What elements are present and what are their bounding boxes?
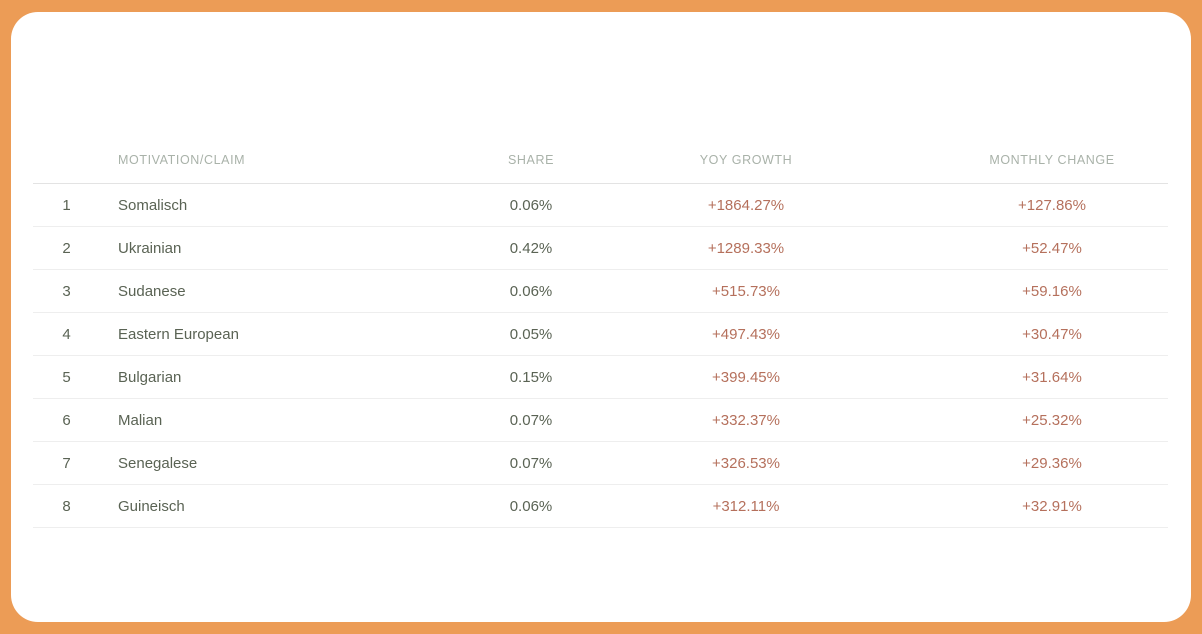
name-cell: Bulgarian	[118, 368, 182, 386]
monthly-change-cell: +30.47%	[1022, 325, 1082, 343]
table-row: 1 Somalisch 0.06% +1864.27% +127.86%	[33, 184, 1168, 227]
name-cell: Senegalese	[118, 454, 198, 472]
name-cell: Ukrainian	[118, 239, 182, 257]
rank-cell: 3	[62, 282, 71, 300]
monthly-change-cell: +32.91%	[1022, 497, 1082, 515]
name-cell: Eastern European	[118, 325, 239, 343]
yoy-growth-cell: +1289.33%	[707, 239, 785, 257]
header-yoy-growth: YOY GROWTH	[699, 153, 793, 167]
rank-cell: 4	[62, 325, 71, 343]
name-cell: Somalisch	[118, 196, 188, 214]
yoy-growth-cell: +332.37%	[712, 411, 780, 429]
share-cell: 0.42%	[509, 239, 553, 257]
share-cell: 0.15%	[509, 368, 553, 386]
header-motivation-claim: MOTIVATION/CLAIM	[118, 153, 246, 167]
name-cell: Guineisch	[118, 497, 185, 515]
name-cell: Sudanese	[118, 282, 186, 300]
monthly-change-cell: +127.86%	[1018, 196, 1086, 214]
header-share: SHARE	[507, 153, 555, 167]
share-cell: 0.06%	[509, 497, 553, 515]
rank-cell: 5	[62, 368, 71, 386]
table-header-row: MOTIVATION/CLAIM SHARE YOY GROWTH MONTHL…	[33, 137, 1168, 184]
rank-cell: 6	[62, 411, 71, 429]
rank-cell: 1	[62, 196, 71, 214]
rank-cell: 8	[62, 497, 71, 515]
monthly-change-cell: +29.36%	[1022, 454, 1082, 472]
table-row: 6 Malian 0.07% +332.37% +25.32%	[33, 399, 1168, 442]
share-cell: 0.05%	[509, 325, 553, 343]
share-cell: 0.06%	[509, 282, 553, 300]
share-cell: 0.07%	[509, 411, 553, 429]
name-cell: Malian	[118, 411, 163, 429]
yoy-growth-cell: +399.45%	[712, 368, 780, 386]
rank-cell: 2	[62, 239, 71, 257]
table-row: 5 Bulgarian 0.15% +399.45% +31.64%	[33, 356, 1168, 399]
monthly-change-cell: +52.47%	[1022, 239, 1082, 257]
share-cell: 0.07%	[509, 454, 553, 472]
content-card: MOTIVATION/CLAIM SHARE YOY GROWTH MONTHL…	[11, 12, 1191, 622]
yoy-growth-cell: +515.73%	[712, 282, 780, 300]
yoy-growth-cell: +326.53%	[712, 454, 780, 472]
share-cell: 0.06%	[509, 196, 553, 214]
header-monthly-change: MONTHLY CHANGE	[989, 153, 1115, 167]
yoy-growth-cell: +312.11%	[712, 497, 780, 515]
table-body: 1 Somalisch 0.06% +1864.27% +127.86% 2 U…	[33, 184, 1168, 528]
monthly-change-cell: +59.16%	[1022, 282, 1082, 300]
table-row: 3 Sudanese 0.06% +515.73% +59.16%	[33, 270, 1168, 313]
rank-cell: 7	[62, 454, 71, 472]
motivation-table: MOTIVATION/CLAIM SHARE YOY GROWTH MONTHL…	[33, 137, 1168, 528]
monthly-change-cell: +25.32%	[1022, 411, 1082, 429]
monthly-change-cell: +31.64%	[1022, 368, 1082, 386]
yoy-growth-cell: +1864.27%	[707, 196, 785, 214]
table-row: 7 Senegalese 0.07% +326.53% +29.36%	[33, 442, 1168, 485]
yoy-growth-cell: +497.43%	[712, 325, 780, 343]
table-row: 2 Ukrainian 0.42% +1289.33% +52.47%	[33, 227, 1168, 270]
table-row: 4 Eastern European 0.05% +497.43% +30.47…	[33, 313, 1168, 356]
table-row: 8 Guineisch 0.06% +312.11% +32.91%	[33, 485, 1168, 528]
